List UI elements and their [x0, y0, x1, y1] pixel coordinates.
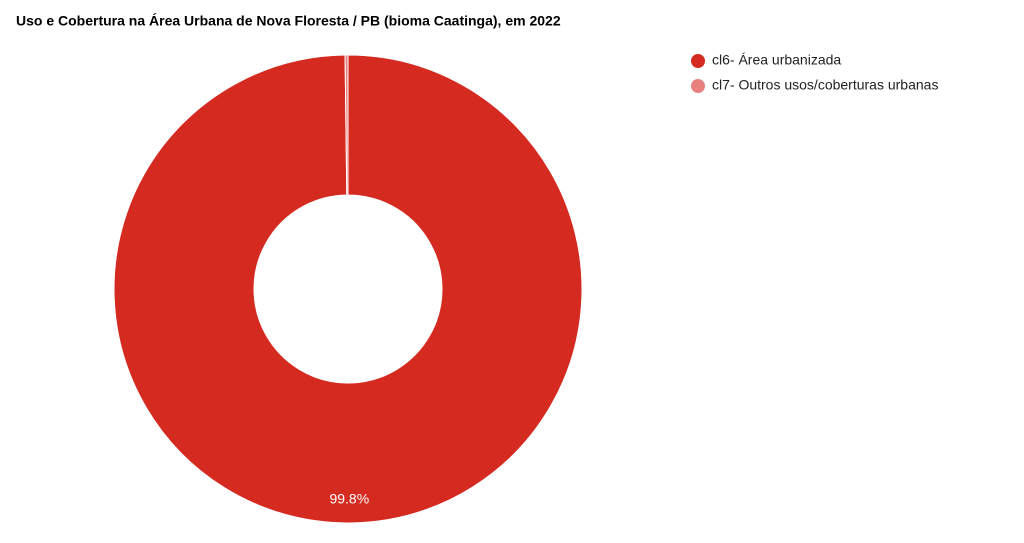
value-label: 99.8%: [329, 490, 369, 506]
legend-marker: [691, 54, 705, 68]
legend-label: cl7- Outros usos/coberturas urbanas: [712, 77, 938, 93]
legend-marker: [691, 79, 705, 93]
donut-slice: [344, 54, 349, 196]
legend-label: cl6- Área urbanizada: [712, 52, 841, 68]
donut-slice: [113, 54, 583, 524]
chart-title: Uso e Cobertura na Área Urbana de Nova F…: [16, 13, 561, 29]
